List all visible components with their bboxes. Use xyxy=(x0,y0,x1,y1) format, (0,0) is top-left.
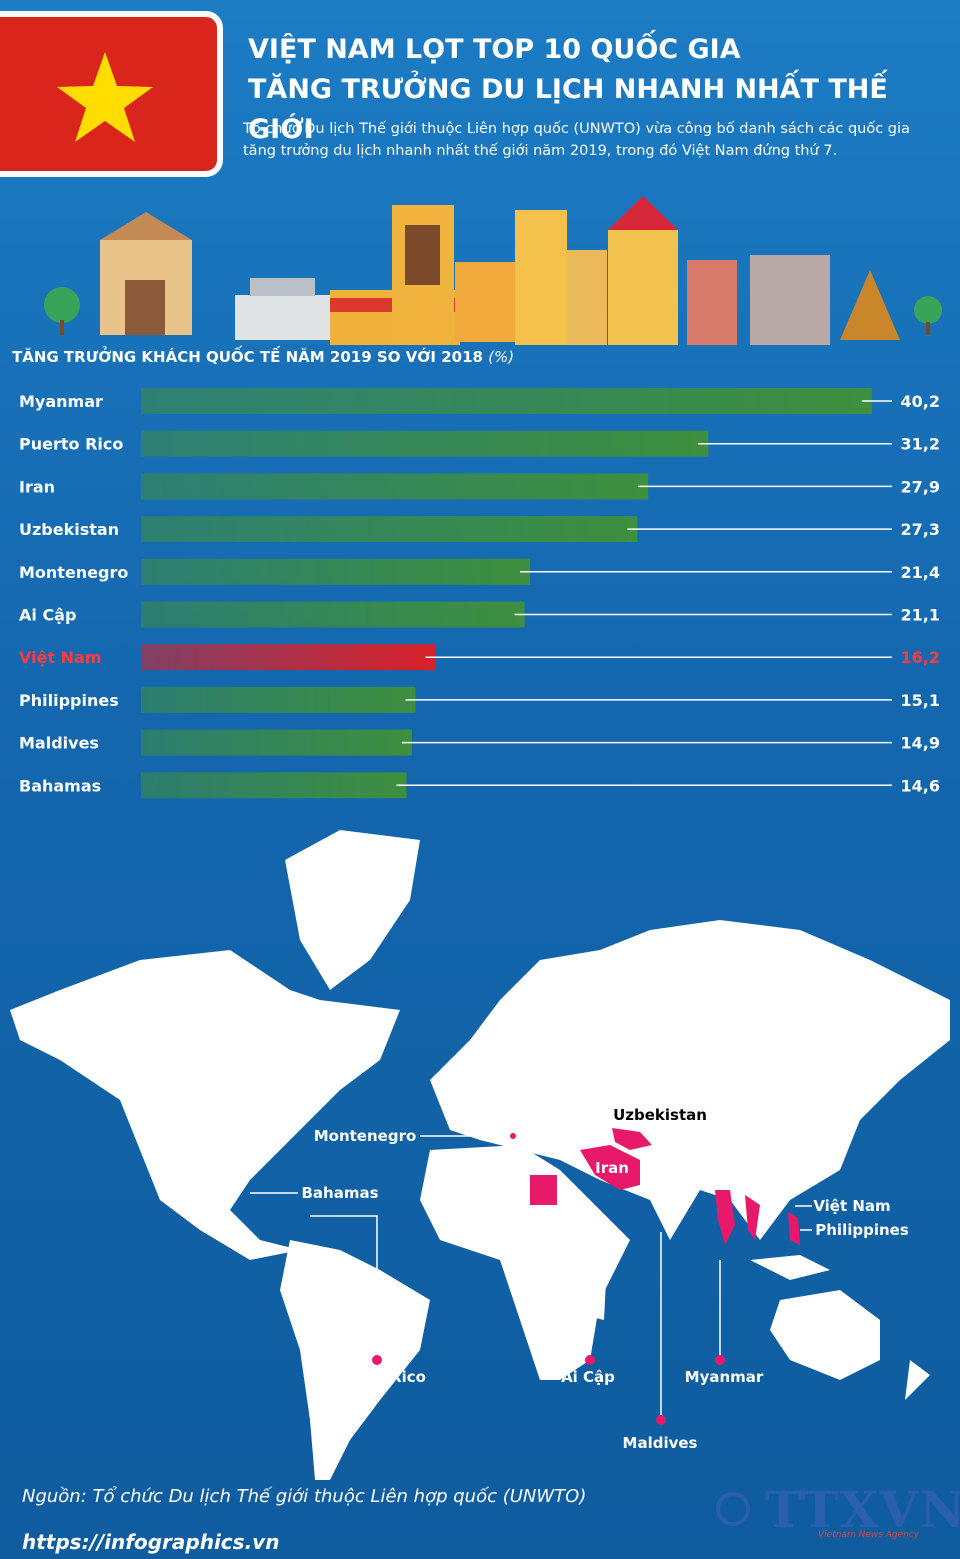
bar xyxy=(141,430,709,457)
logo: TTXVN xyxy=(765,1480,960,1539)
value-label: 21,4 xyxy=(901,563,940,582)
value-label: 15,1 xyxy=(901,691,940,710)
map-label: Ai Cập xyxy=(561,1368,615,1386)
page-title: VIỆT NAM LỌT TOP 10 QUỐC GIA TĂNG TRƯỞNG… xyxy=(248,30,960,150)
map-label: Uzbekistan xyxy=(613,1106,707,1124)
bar xyxy=(141,644,436,671)
description: Tổ chức Du lịch Thế giới thuộc Liên hợp … xyxy=(243,121,910,159)
bar xyxy=(141,558,531,585)
map-label: Iran xyxy=(595,1159,629,1177)
map-leaders xyxy=(250,1135,812,1420)
value-label: 40,2 xyxy=(901,392,940,411)
website: https://infographics.vn xyxy=(22,1530,280,1554)
value-label: 21,1 xyxy=(901,606,940,625)
bar xyxy=(141,729,412,756)
bar xyxy=(141,772,407,799)
category-label: Việt Nam xyxy=(19,648,102,667)
chart-unit: (%) xyxy=(488,348,514,366)
map-label: Bahamas xyxy=(301,1184,378,1202)
value-label: 14,9 xyxy=(901,734,940,753)
skyline xyxy=(44,196,942,345)
title-line: VIỆT NAM LỌT TOP 10 QUỐC GIA xyxy=(248,34,741,65)
copyright-mark xyxy=(716,1492,750,1526)
category-label: Philippines xyxy=(19,691,119,710)
category-label: Myanmar xyxy=(19,392,103,411)
world-map xyxy=(10,830,950,1480)
map-label: Puerto Rico xyxy=(328,1368,426,1386)
map-label: Myanmar xyxy=(685,1368,764,1386)
source: Nguồn: Tổ chức Du lịch Thế giới thuộc Li… xyxy=(22,1486,587,1507)
flag-star xyxy=(57,52,153,142)
highlighted-countries xyxy=(510,1128,800,1245)
category-label: Montenegro xyxy=(19,563,128,582)
map-label: Việt Nam xyxy=(813,1197,890,1215)
map-label: Montenegro xyxy=(314,1127,417,1145)
bar xyxy=(141,516,638,543)
category-label: Ai Cập xyxy=(19,606,76,625)
agency: Vietnam News Agency xyxy=(818,1530,920,1540)
category-label: Bahamas xyxy=(19,776,101,795)
category-label: Uzbekistan xyxy=(19,520,119,539)
bar xyxy=(141,601,525,628)
chart-title: TĂNG TRƯỞNG KHÁCH QUỐC TẾ NĂM 2019 SO VỚ… xyxy=(12,345,514,366)
bar xyxy=(141,473,649,500)
bar xyxy=(141,686,416,713)
map-label: Philippines xyxy=(815,1221,909,1239)
category-label: Iran xyxy=(19,477,55,496)
value-label: 14,6 xyxy=(901,776,940,795)
bar xyxy=(141,388,872,414)
value-label: 27,9 xyxy=(901,477,940,496)
value-label: 27,3 xyxy=(901,520,940,539)
map-label: Maldives xyxy=(623,1434,698,1452)
category-label: Puerto Rico xyxy=(19,435,123,454)
chart-title-text: TĂNG TRƯỞNG KHÁCH QUỐC TẾ NĂM 2019 SO VỚ… xyxy=(12,345,483,366)
bar-chart: TĂNG TRƯỞNG KHÁCH QUỐC TẾ NĂM 2019 SO VỚ… xyxy=(12,345,940,799)
title-line: TĂNG TRƯỞNG DU LỊCH NHANH NHẤT THẾ GIỚI xyxy=(248,74,888,145)
map-dots xyxy=(372,1355,725,1425)
category-label: Maldives xyxy=(19,734,99,753)
value-label: 16,2 xyxy=(901,648,940,667)
value-label: 31,2 xyxy=(901,435,940,454)
